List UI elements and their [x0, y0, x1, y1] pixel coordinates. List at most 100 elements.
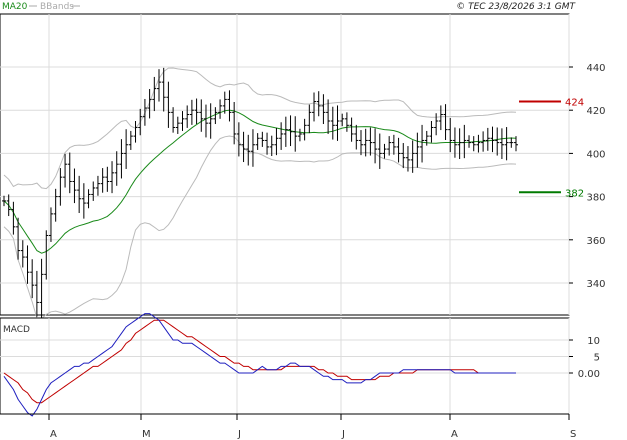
- ohlc-bar: [255, 133, 260, 150]
- ohlc-bar: [25, 245, 30, 284]
- ohlc-bar: [58, 168, 63, 206]
- ohlc-bar: [39, 258, 44, 318]
- ohlc-bar: [114, 151, 119, 186]
- ohlc-bar: [434, 113, 439, 136]
- ohlc-bar: [265, 132, 270, 155]
- ohlc-bar: [260, 131, 265, 147]
- ohlc-bar: [279, 122, 284, 150]
- ohlc-bar: [462, 124, 467, 159]
- ohlc-bar: [250, 129, 255, 167]
- ohlc-bar: [30, 259, 35, 299]
- x-tick-label: A: [451, 429, 458, 440]
- ohlc-bar: [218, 99, 223, 119]
- ohlc-bar: [391, 134, 396, 155]
- ohlc-bar: [326, 99, 331, 134]
- macd-tick-label: 0.00: [578, 369, 600, 380]
- price-grid: [0, 13, 570, 316]
- ohlc-bar: [443, 104, 448, 141]
- ohlc-bar: [138, 108, 143, 136]
- ohlc-bar: [63, 153, 68, 188]
- ohlc-bar: [368, 127, 373, 156]
- ohlc-bar: [171, 107, 176, 133]
- ohlc-bar: [330, 106, 335, 140]
- ohlc-bar: [119, 139, 124, 179]
- ohlc-bar: [110, 161, 115, 194]
- ohlc-bar: [208, 103, 213, 139]
- ohlc-bar: [335, 105, 340, 141]
- ohlc-bar: [476, 134, 481, 153]
- ohlc-bar: [504, 127, 509, 161]
- macd-line: [3, 313, 516, 417]
- ohlc-bar: [175, 116, 180, 134]
- ohlc-bar: [236, 122, 241, 157]
- x-tick-label: J: [341, 429, 345, 440]
- ohlc-bar: [467, 135, 472, 148]
- price-tick-label: 360: [586, 236, 605, 247]
- macd-title: MACD: [3, 325, 30, 335]
- x-tick-label: M: [142, 429, 151, 440]
- ohlc-bar: [415, 132, 420, 168]
- ohlc-bar: [194, 98, 199, 125]
- ohlc-bar: [128, 130, 133, 150]
- ohlc-bar: [410, 140, 415, 173]
- ohlc-bar: [44, 230, 49, 280]
- bbands-lower: [3, 135, 517, 320]
- ohlc-bar: [166, 81, 171, 128]
- x-tick-label: A: [50, 429, 57, 440]
- ma20-path: [3, 109, 517, 254]
- ohlc-bar: [499, 128, 504, 160]
- copyright-text: © TEC 23/8/2026 3:1 GMT: [456, 2, 576, 12]
- ohlc-bar: [222, 91, 227, 114]
- ohlc-bar: [11, 201, 16, 235]
- ohlc-bar: [509, 137, 514, 148]
- price-tick-label: 420: [586, 106, 605, 117]
- ohlc-bar: [396, 137, 401, 163]
- ohlc-bar: [48, 207, 53, 242]
- ohlc-bar: [133, 121, 138, 143]
- ohlc-bar: [152, 76, 157, 112]
- bbands-upper: [3, 67, 517, 190]
- ohlc-bar: [485, 127, 490, 151]
- ohlc-bar: [203, 104, 208, 138]
- ohlc-bar: [401, 143, 406, 169]
- ohlc-bar: [199, 99, 204, 132]
- ohlc-bar: [274, 127, 279, 156]
- level-label-support: 382: [565, 188, 584, 199]
- ohlc-bar: [246, 134, 251, 166]
- ohlc-bar: [81, 183, 86, 219]
- ohlc-bar: [161, 67, 166, 112]
- macd-tick-label: 5: [594, 353, 600, 364]
- ohlc-bar: [232, 101, 237, 145]
- ohlc-bar: [297, 128, 302, 142]
- ohlc-bar: [91, 181, 96, 201]
- ohlc-bar: [293, 116, 298, 152]
- ohlc-bar: [6, 194, 11, 217]
- ohlc-bar: [77, 175, 82, 214]
- ohlc-bar: [420, 124, 425, 163]
- ohlc-bar: [157, 69, 162, 102]
- x-tick-label: J: [237, 429, 241, 440]
- macd-tick-label: 10: [587, 336, 600, 347]
- ohlc-bar: [67, 152, 72, 194]
- price-tick-label: 340: [586, 279, 605, 290]
- ohlc-bar: [373, 128, 378, 164]
- ohlc-bar: [185, 105, 190, 128]
- ohlc-bar: [72, 168, 77, 204]
- macd-lines: [3, 313, 516, 417]
- ohlc-bar: [354, 124, 359, 150]
- ohlc-bar: [95, 175, 100, 196]
- ohlc-bar: [241, 131, 246, 163]
- ohlc-bar: [180, 111, 185, 131]
- ohlc-bar: [227, 90, 232, 122]
- bollinger-bands: [3, 67, 517, 320]
- ohlc-bar: [213, 107, 218, 125]
- ohlc-bar: [124, 129, 129, 169]
- ohlc-bar: [377, 133, 382, 169]
- ohlc-bar: [471, 136, 476, 152]
- price-bars: [2, 67, 518, 318]
- ohlc-bar: [514, 136, 518, 152]
- ohlc-bar: [438, 105, 443, 131]
- ohlc-bar: [312, 92, 317, 122]
